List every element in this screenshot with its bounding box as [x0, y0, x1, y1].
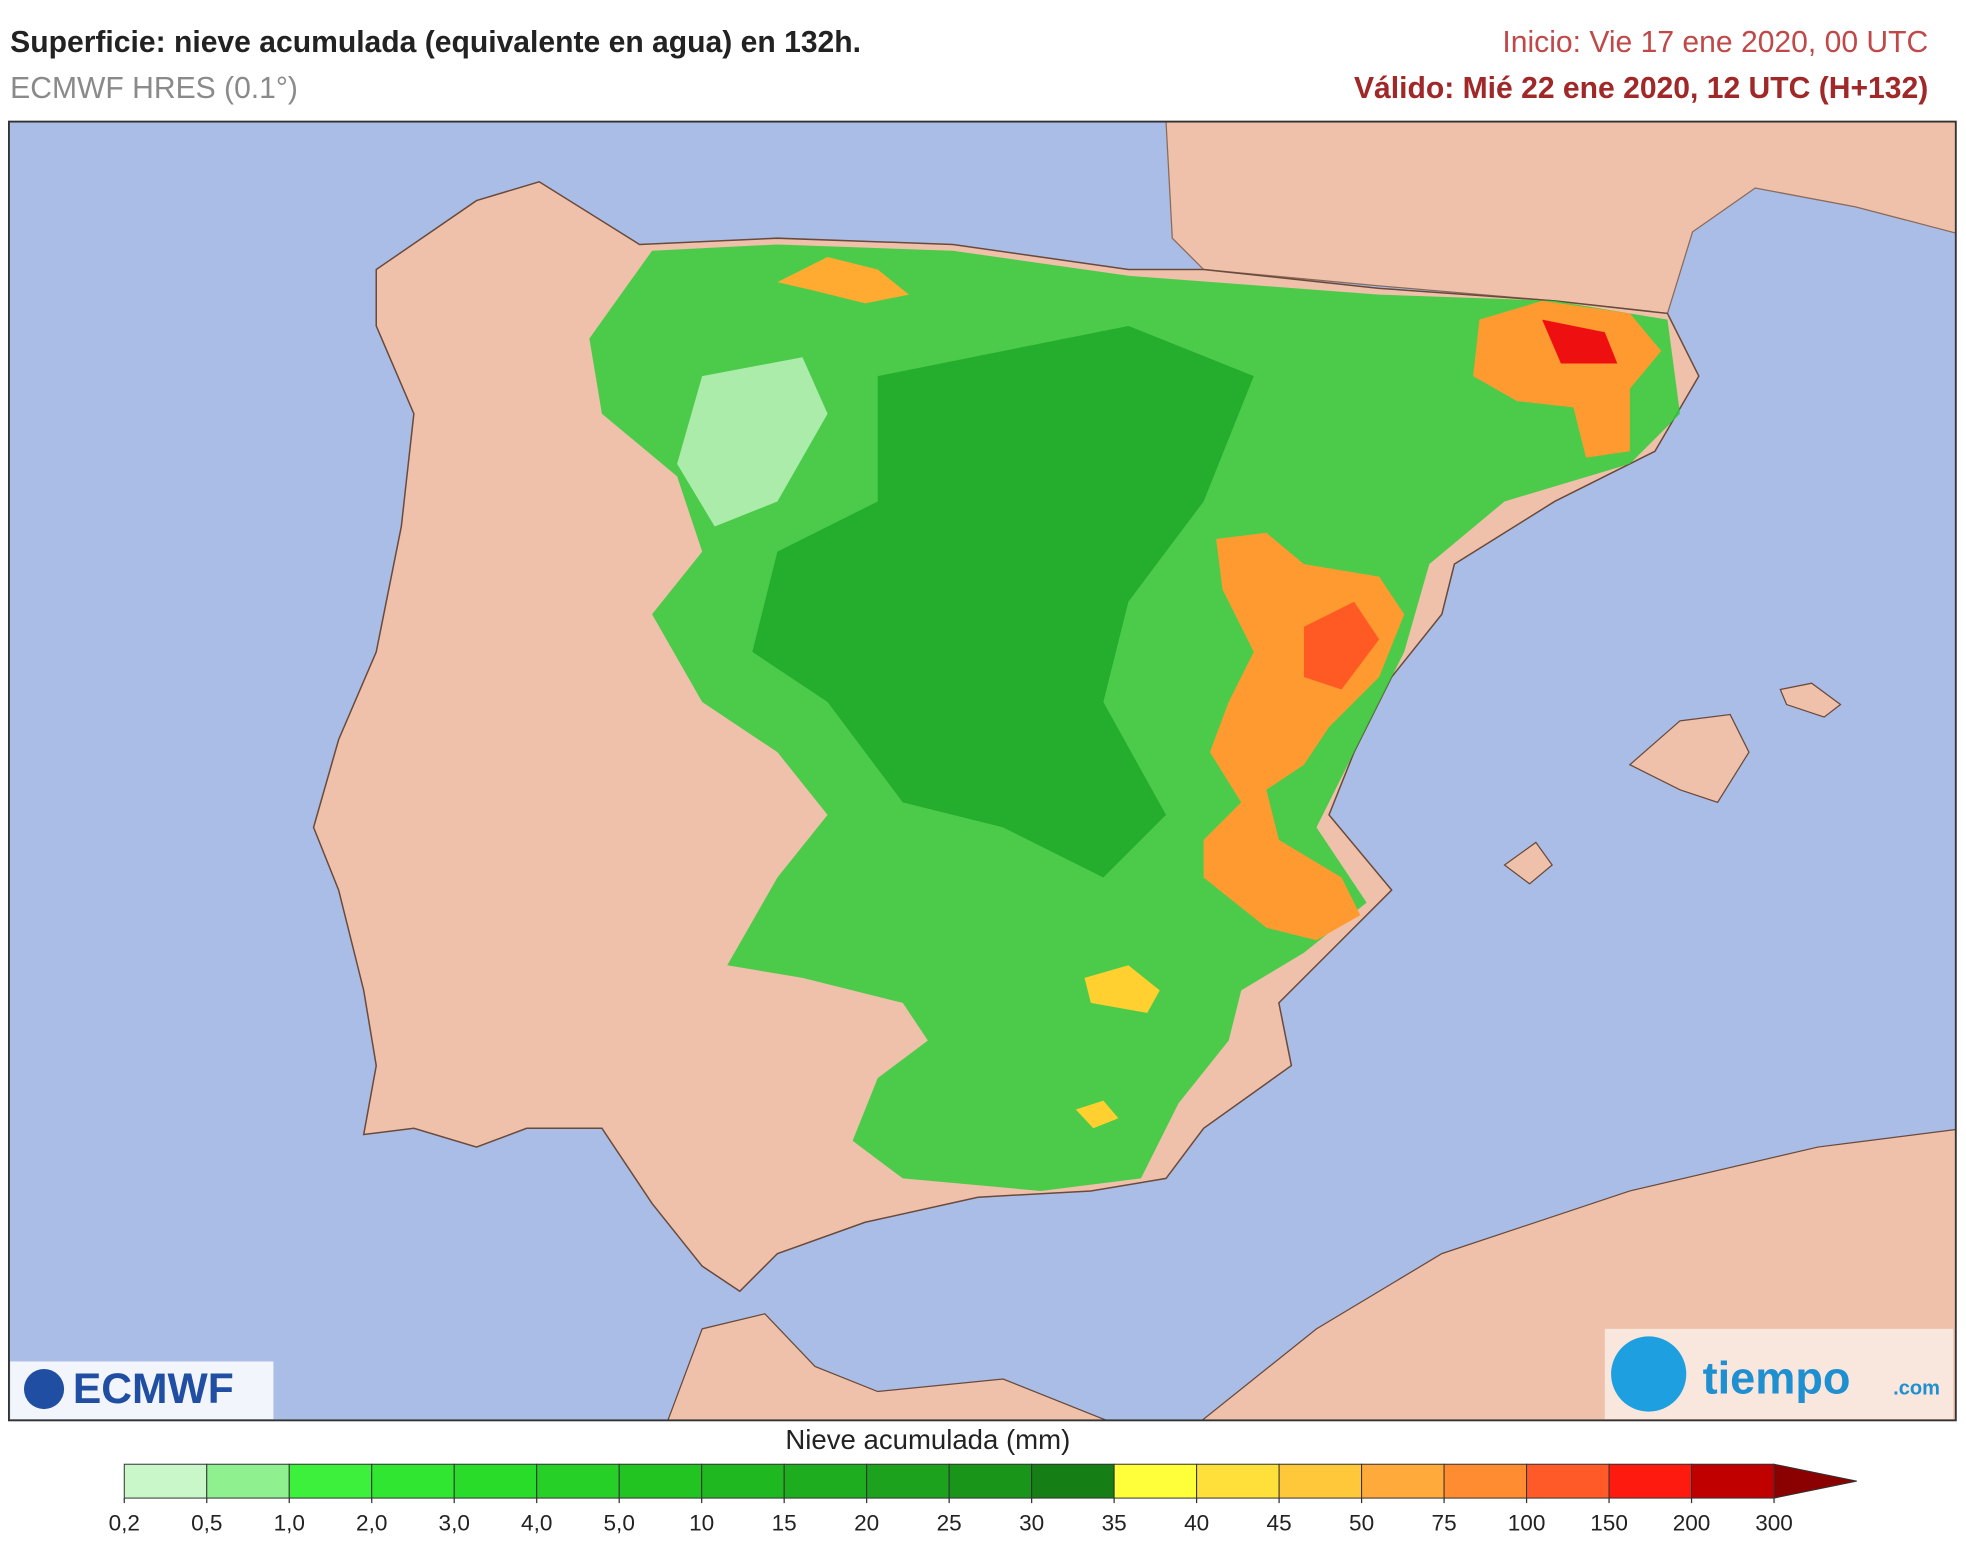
map: ECMWF tiempo .com: [7, 120, 1957, 1422]
title: Superficie: nieve acumulada (equivalente…: [10, 26, 861, 59]
tiempo-logo-icon: [1611, 1336, 1687, 1412]
snow-yellow-south2: [1075, 1100, 1119, 1129]
legend-tick-label: 100: [1508, 1510, 1546, 1535]
legend-tick-label: 0,5: [191, 1510, 222, 1535]
legend-tick-label: 75: [1432, 1510, 1457, 1535]
legend-tick-label: 2,0: [356, 1510, 387, 1535]
legend-tick-label: 35: [1102, 1510, 1127, 1535]
legend-swatch: [1278, 1463, 1363, 1499]
tiempo-logo: tiempo: [1703, 1352, 1851, 1403]
model: ECMWF HRES (0.1°): [10, 72, 298, 105]
legend-swatch: [123, 1463, 208, 1499]
snow-green: [589, 244, 1681, 1191]
legend-swatch: [371, 1463, 455, 1499]
legend-swatch: [1113, 1463, 1198, 1499]
legend-over-arrow: [1773, 1463, 1857, 1499]
legend-tick-label: 3,0: [439, 1510, 470, 1535]
legend-tick-label: 25: [937, 1510, 962, 1535]
snow-yellow-south: [1084, 965, 1160, 1013]
snow-red-iberico: [1303, 601, 1380, 690]
legend-swatch: [453, 1463, 538, 1499]
init-time: Inicio: Vie 17 ene 2020, 00 UTC: [1502, 26, 1928, 59]
legend-swatch: [288, 1463, 373, 1499]
ecmwf-logo-icon: [23, 1368, 65, 1410]
legend-tick-label: 300: [1755, 1510, 1793, 1535]
legend-swatch: [1691, 1463, 1775, 1499]
legend-tick-label: 30: [1019, 1510, 1044, 1535]
legend-swatch: [1361, 1463, 1445, 1499]
legend-tick-label: 150: [1590, 1510, 1628, 1535]
mallorca: [1628, 713, 1750, 804]
snow-orange-pirineo: [1473, 300, 1662, 458]
legend: 0,2 0,5 1,0 2,0 3,0 4,0 5,0 10 15 20 25 30 35 40 45 50 7…: [109, 1463, 1857, 1535]
snow-light: [677, 357, 828, 527]
legend-swatch: [1196, 1463, 1280, 1499]
snow-dark: [752, 325, 1254, 878]
snow-orange-cantabrico: [777, 256, 910, 304]
legend-swatch: [1031, 1463, 1115, 1499]
map-frame: [7, 120, 1957, 1422]
legend-tick-label: 200: [1673, 1510, 1711, 1535]
snow-red-pirineo: [1542, 319, 1618, 364]
legend-tick-label: 5,0: [604, 1510, 635, 1535]
legend-tick-label: 1,0: [274, 1510, 305, 1535]
valid-time: Válido: Mié 22 ene 2020, 12 UTC (H+132): [1354, 72, 1928, 105]
ibiza: [1503, 841, 1553, 885]
legend-title: Nieve acumulada (mm): [785, 1424, 1070, 1455]
menorca: [1779, 682, 1842, 718]
legend-swatch: [948, 1463, 1033, 1499]
legend-swatch: [1443, 1463, 1528, 1499]
legend-swatch: [1526, 1463, 1610, 1499]
legend-tick-label: 15: [772, 1510, 797, 1535]
legend-tick-label: 10: [689, 1510, 714, 1535]
legend-tick-label: 50: [1349, 1510, 1374, 1535]
legend-swatch: [206, 1463, 290, 1499]
legend-tick-label: 45: [1267, 1510, 1292, 1535]
tiempo-logo-suffix: .com: [1893, 1377, 1940, 1399]
morocco: [667, 1313, 1109, 1421]
legend-swatch: [1608, 1463, 1693, 1499]
legend-swatch: [536, 1463, 620, 1499]
legend-tick-label: 40: [1184, 1510, 1209, 1535]
ecmwf-logo: ECMWF: [73, 1365, 234, 1413]
legend-tick-label: 0,2: [109, 1510, 140, 1535]
legend-swatch: [701, 1463, 785, 1499]
france: [1165, 121, 1956, 315]
legend-swatch: [866, 1463, 950, 1499]
legend-swatch: [618, 1463, 703, 1499]
legend-tick-label: 20: [854, 1510, 879, 1535]
legend-tick-label: 4,0: [521, 1510, 552, 1535]
legend-swatch: [783, 1463, 868, 1499]
